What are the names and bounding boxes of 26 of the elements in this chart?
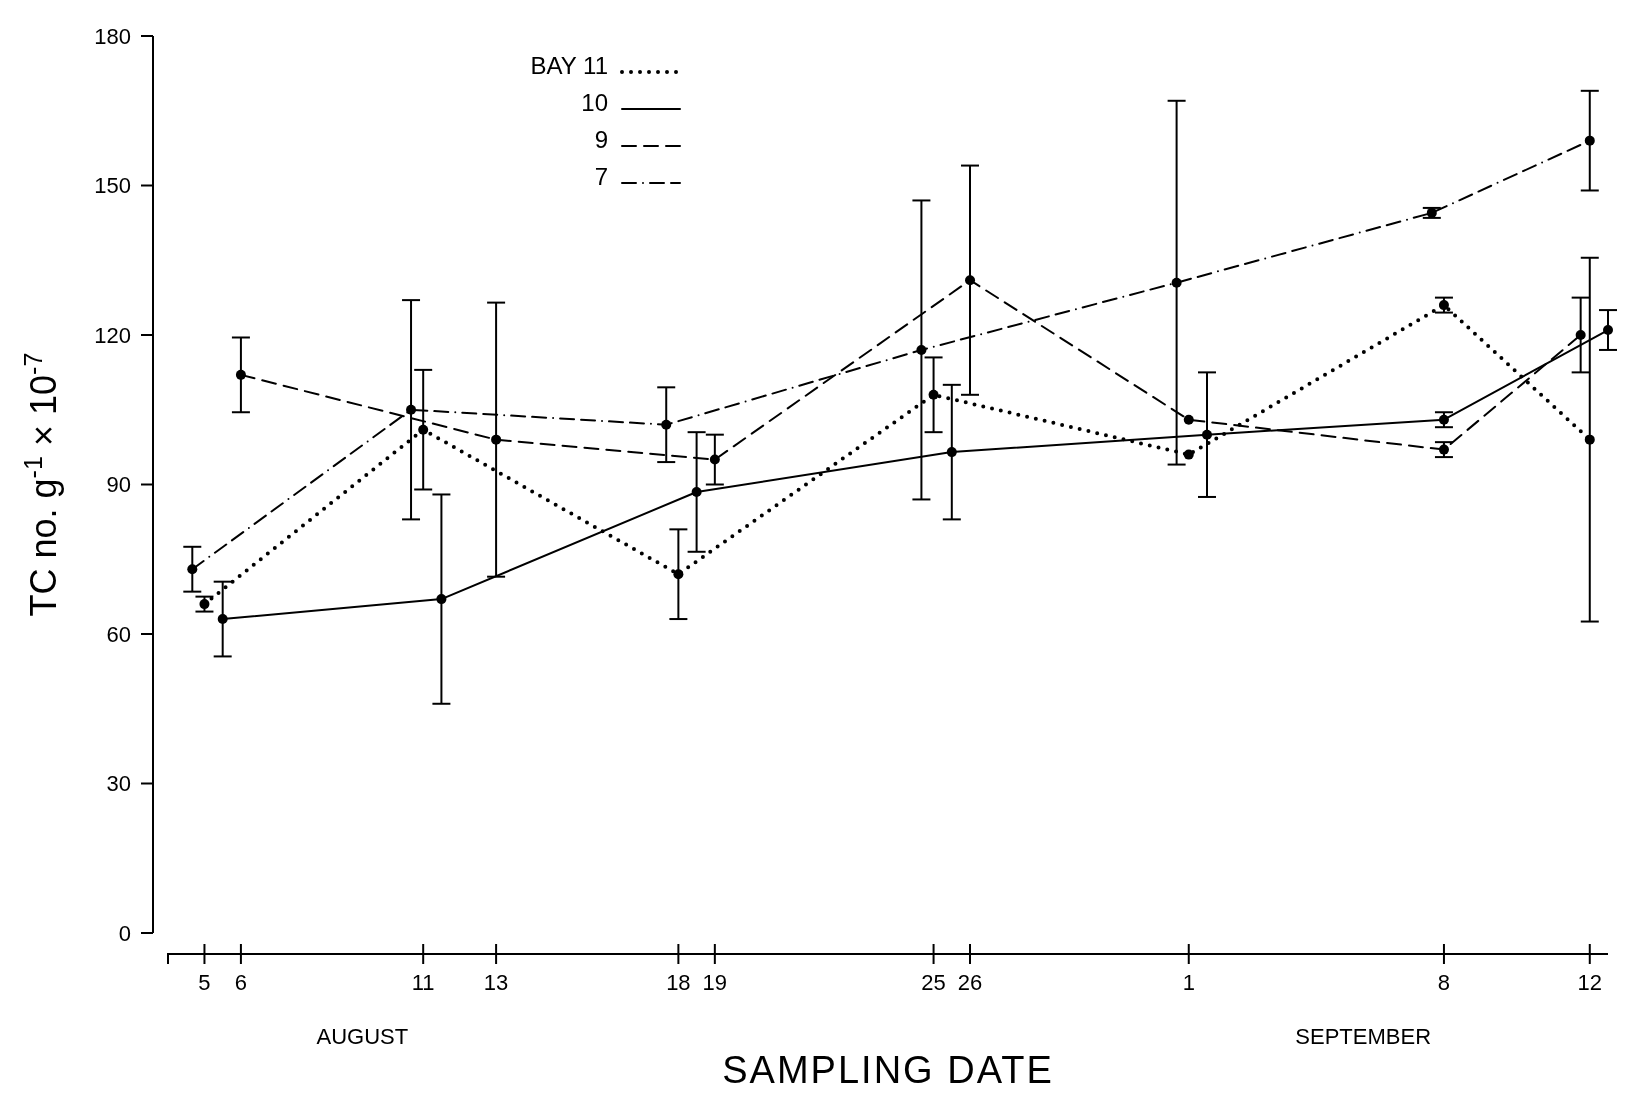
y-tick-label: 0 xyxy=(118,920,131,946)
x-tick-label: 5 xyxy=(198,970,211,995)
x-tick-label: 6 xyxy=(234,970,248,995)
legend-label: 10 xyxy=(581,89,608,117)
x-tick-label: 11 xyxy=(411,970,435,995)
legend-label: 11 xyxy=(583,52,608,80)
x-tick-label: 12 xyxy=(1577,970,1603,995)
y-tick-label: 90 xyxy=(106,472,131,498)
x-tick-label: 18 xyxy=(666,970,691,995)
y-tick-label: 30 xyxy=(106,771,131,797)
text: SEPTEMBER xyxy=(1295,1024,1432,1049)
x-tick-label: 8 xyxy=(1437,970,1451,995)
x-tick-label: 19 xyxy=(702,970,728,995)
legend-title: BAY xyxy=(530,52,577,80)
legend-label: 7 xyxy=(594,163,608,191)
text: AUGUST xyxy=(316,1024,409,1049)
y-tick-label: 120 xyxy=(94,322,131,348)
x-tick-label: 13 xyxy=(483,970,509,995)
x-axis-title: SAMPLING DATE xyxy=(722,1049,1054,1091)
x-tick-label: 25 xyxy=(921,970,946,995)
y-tick-label: 180 xyxy=(94,23,131,49)
x-tick-label: 1 xyxy=(1182,970,1195,995)
y-tick-label: 60 xyxy=(106,621,131,647)
y-tick-label: 150 xyxy=(94,173,131,199)
x-tick-label: 26 xyxy=(957,970,983,995)
legend-label: 9 xyxy=(594,126,608,154)
